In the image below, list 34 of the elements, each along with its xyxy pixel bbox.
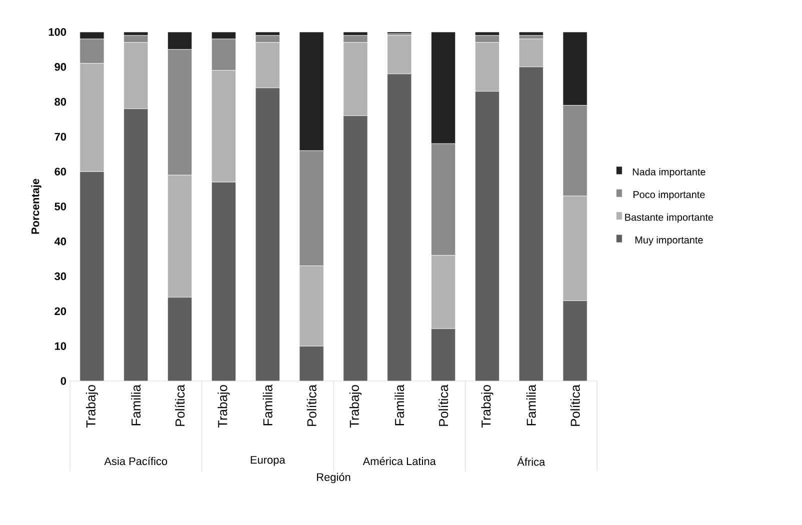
y-tick-label: 60: [54, 168, 66, 176]
text: África: [517, 456, 546, 466]
y-tick-label: 50: [54, 202, 66, 210]
y-tick-label: 80: [54, 98, 66, 106]
x-tick-label: Familia: [526, 384, 536, 426]
x-tick-label: Política: [306, 384, 316, 426]
legend-label: Poco importante: [633, 190, 705, 200]
x-tick-label: Política: [438, 384, 448, 426]
x-tick-label: Trabajo: [349, 385, 362, 428]
y-tick-label: 70: [54, 132, 66, 141]
text: Asia Pacífico: [104, 456, 168, 466]
x-tick-label: Familia: [131, 384, 141, 426]
x-tick-label: Política: [174, 384, 185, 426]
y-tick-label: 20: [54, 307, 66, 316]
y-tick-label: 0: [60, 377, 66, 385]
text: Europa: [250, 456, 286, 466]
text: América Latina: [362, 456, 436, 466]
x-tick-label: Política: [570, 384, 580, 426]
x-tick-label: Familia: [262, 384, 272, 426]
y-tick-label: 90: [54, 63, 66, 71]
y-axis-title: Porcentaje: [31, 178, 42, 234]
y-tick-label: 40: [54, 238, 66, 246]
legend-label: Nada importante: [632, 168, 706, 178]
legend-label: Bastante importante: [625, 213, 714, 223]
y-tick-label: 10: [54, 342, 66, 350]
bar: [518, 32, 544, 36]
x-tick-label: Trabajo: [86, 385, 98, 428]
y-tick-label: 30: [54, 272, 66, 280]
x-tick-label: Trabajo: [218, 385, 230, 428]
y-tick-label: 100: [48, 28, 66, 36]
legend-label: Muy importante: [635, 236, 703, 246]
x-axis-title: Región: [317, 472, 350, 484]
x-tick-label: Trabajo: [481, 385, 494, 428]
x-tick-label: Familia: [394, 384, 404, 426]
